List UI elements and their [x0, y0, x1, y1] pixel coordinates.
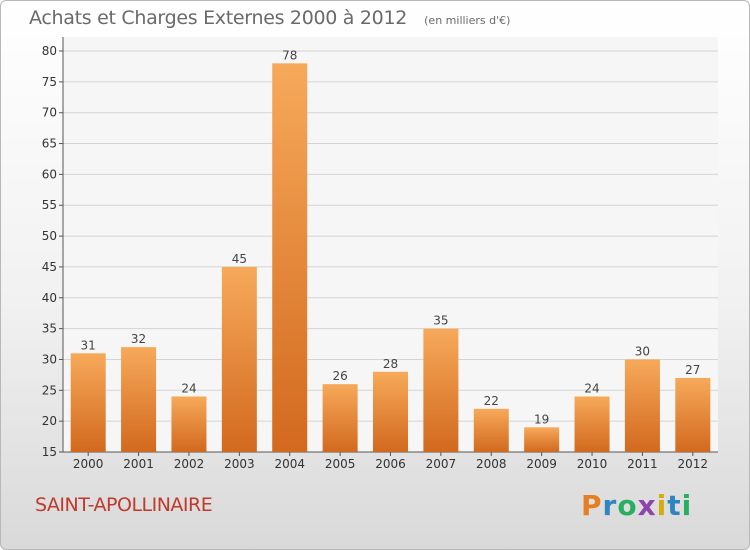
data-label: 30: [635, 344, 650, 358]
y-tick-label: 35: [42, 322, 57, 336]
bar: [624, 359, 660, 452]
data-label: 78: [282, 48, 297, 62]
bar: [121, 347, 157, 452]
x-tick-label: 2005: [325, 457, 356, 471]
y-tick-label: 60: [42, 167, 57, 181]
x-tick-label: 2008: [476, 457, 507, 471]
x-tick-label: 2000: [73, 457, 104, 471]
y-tick-label: 20: [42, 414, 57, 428]
x-tick-label: 2006: [375, 457, 406, 471]
bar: [272, 63, 308, 452]
bar: [574, 396, 610, 452]
bar: [171, 396, 207, 452]
bar: [221, 266, 257, 452]
y-tick-label: 70: [42, 106, 57, 120]
data-label: 22: [484, 394, 499, 408]
bar: [675, 377, 711, 452]
data-label: 35: [433, 314, 448, 328]
y-tick-label: 65: [42, 137, 57, 151]
x-tick-label: 2001: [123, 457, 154, 471]
chart-subtitle: (en milliers d'€): [424, 14, 511, 27]
data-label: 19: [534, 412, 549, 426]
x-tick-label: 2012: [678, 457, 709, 471]
x-tick-label: 2010: [577, 457, 608, 471]
x-tick-label: 2002: [174, 457, 205, 471]
bar: [322, 384, 358, 452]
y-tick-label: 45: [42, 260, 57, 274]
y-tick-label: 40: [42, 291, 57, 305]
chart-header: Achats et Charges Externes 2000 à 2012 (…: [29, 7, 510, 29]
y-tick-label: 15: [42, 445, 57, 459]
data-label: 28: [383, 357, 398, 371]
bar-chart: 15 20 25 30 35 40 45 50 55 60 65 70 75 80 31 2000 32 2001…: [42, 37, 718, 471]
x-tick-label: 2011: [627, 457, 658, 471]
bar: [373, 371, 408, 452]
data-label: 24: [181, 381, 196, 395]
x-tick-label: 2003: [224, 457, 255, 471]
y-tick-label: 25: [42, 383, 57, 397]
x-tick-label: 2009: [526, 457, 557, 471]
x-tick-label: 2004: [274, 457, 305, 471]
commune-name: SAINT-APOLLINAIRE: [35, 494, 213, 516]
y-tick-label: 80: [42, 44, 57, 58]
data-label: 27: [685, 363, 700, 377]
chart-title: Achats et Charges Externes 2000 à 2012: [29, 7, 408, 29]
proxiti-logo: Proxiti: [581, 489, 693, 522]
bar: [524, 427, 560, 452]
y-tick-label: 75: [42, 75, 57, 89]
bar: [70, 353, 106, 452]
bar: [473, 408, 509, 452]
data-label: 45: [232, 252, 247, 266]
y-tick-label: 30: [42, 352, 57, 366]
bar: [423, 328, 459, 452]
data-label: 26: [332, 369, 347, 383]
data-label: 32: [131, 332, 146, 346]
y-tick-label: 50: [42, 229, 57, 243]
x-tick-label: 2007: [426, 457, 457, 471]
data-label: 24: [584, 381, 599, 395]
data-label: 31: [81, 338, 96, 352]
y-tick-label: 55: [42, 198, 57, 212]
